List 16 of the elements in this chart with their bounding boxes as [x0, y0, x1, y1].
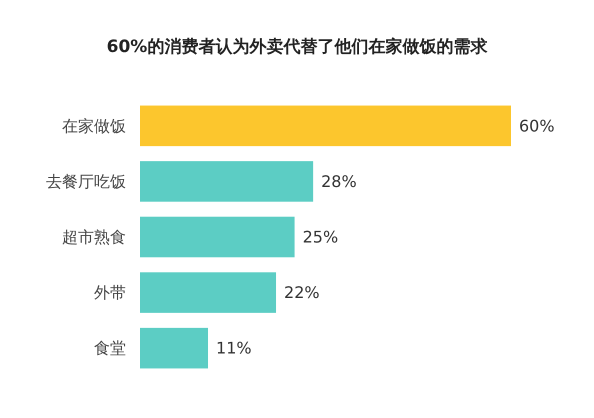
y-tick-label: 超市熟食 [62, 228, 126, 246]
y-tick-label: 去餐厅吃饭 [46, 172, 126, 191]
bar [140, 106, 511, 146]
y-tick-label: 食堂 [94, 338, 126, 358]
y-tick-label: 外带 [94, 283, 126, 302]
bar [140, 161, 314, 202]
data-label: 22% [284, 283, 320, 302]
bar [140, 272, 276, 313]
bar [140, 328, 208, 368]
data-label: 25% [302, 228, 338, 246]
y-tick-label: 在家做饭 [62, 116, 126, 136]
data-label: 11% [216, 338, 252, 358]
bar [140, 216, 295, 258]
data-label: 28% [321, 172, 357, 191]
data-label: 60% [519, 116, 555, 136]
chart-title: 60%的消费者认为外卖代替了他们在家做饭的需求 [106, 37, 488, 57]
